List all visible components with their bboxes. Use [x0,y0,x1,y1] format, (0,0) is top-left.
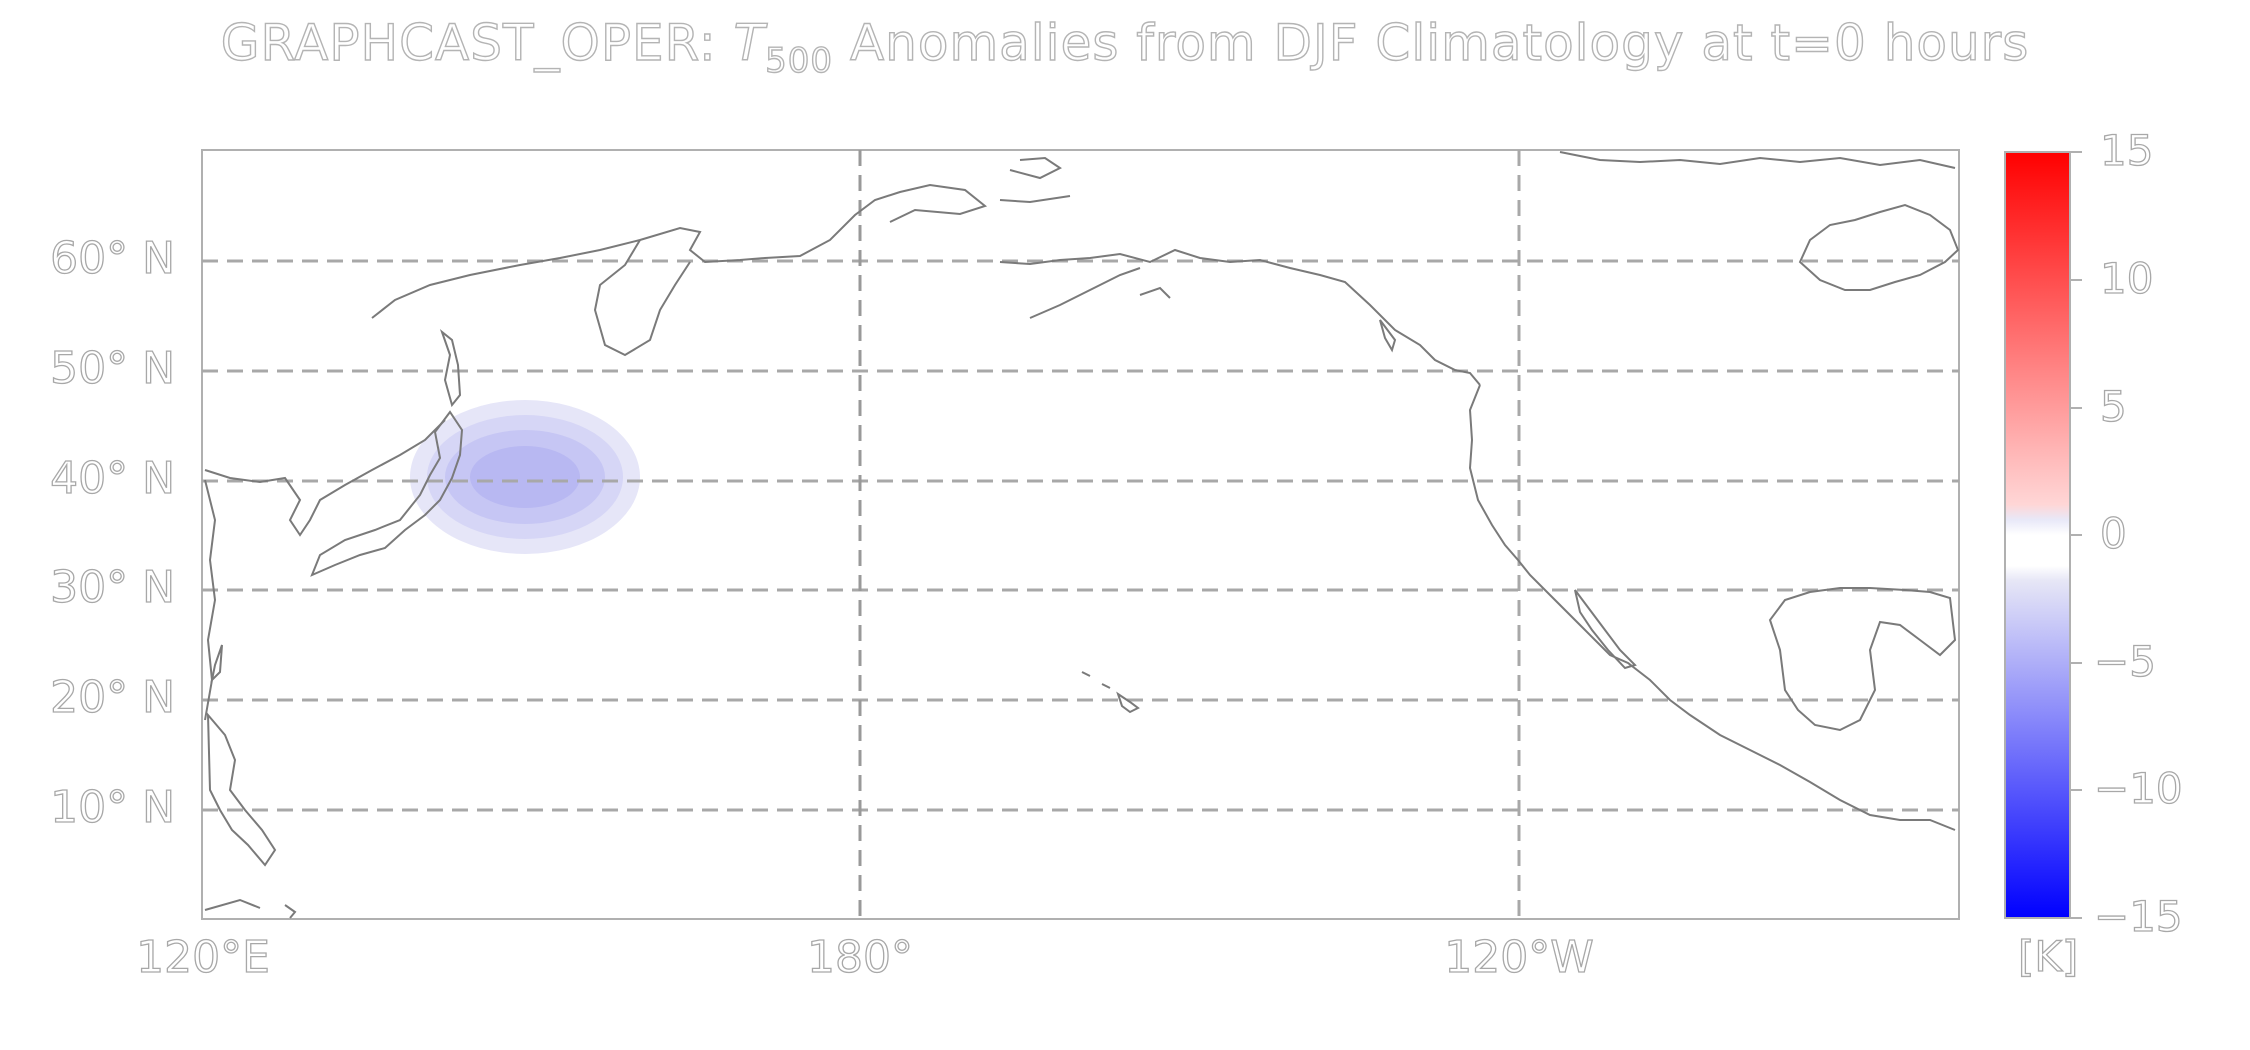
lat-label-40: 40° N [49,452,175,504]
lat-label-60: 60° N [49,232,175,284]
lon-label-180: 180° [806,931,913,983]
colorbar-label-10: 10 [2099,253,2154,303]
coast-alaska [999,248,1481,386]
coast-okhotsk [371,183,988,319]
colorbar [2004,151,2071,919]
coast-baja [1574,589,1637,670]
coastlines [204,151,1960,919]
coast-aleutians [1029,267,1171,319]
colorbar-label-15: 15 [2099,125,2154,175]
coast-japan [310,410,464,577]
coast-north-america [1468,384,1956,831]
colorbar-label-neg15: −15 [2093,891,2183,941]
colorbar-label-neg10: −10 [2093,763,2183,813]
colorbar-units: [K] [2017,931,2079,981]
lon-label-120e: 120°E [135,931,270,983]
chart-title: GRAPHCAST_OPER: T500 Anomalies from DJF … [0,13,2250,81]
lon-label-120w: 120°W [1444,931,1595,983]
lat-label-30: 30° N [49,561,175,613]
coast-hawaii [1081,671,1140,714]
lat-label-20: 20° N [49,671,175,723]
colorbar-label-5: 5 [2099,381,2127,431]
title-variable-subscript: 500 [764,40,834,81]
lat-label-50: 50° N [49,342,175,394]
colorbar-label-neg5: −5 [2093,636,2156,686]
coast-pacific-isles [204,898,297,919]
coast-gulf [1768,587,1957,732]
anomaly-contours [410,400,640,554]
title-description: Anomalies from DJF Climatology at t=0 ho… [849,13,2030,72]
title-model: GRAPHCAST_OPER: [220,13,717,72]
colorbar-label-0: 0 [2099,508,2127,558]
coast-kamchatka [593,239,691,357]
coast-taiwan [210,644,223,684]
lat-label-10: 10° N [49,781,175,833]
coast-philippines [206,712,277,867]
coast-arctic [1559,151,1956,169]
colorbar-ticks [2070,151,2082,919]
coast-alaska-panhandle [1379,319,1397,353]
coast-sakhalin [439,329,462,408]
gridlines [202,150,1959,919]
coast-hudson [1798,203,1960,291]
anomaly-level-4 [470,446,580,508]
title-variable: T [733,13,766,72]
coast-alaska-west [999,156,1071,204]
coast-korea-china [204,419,446,537]
